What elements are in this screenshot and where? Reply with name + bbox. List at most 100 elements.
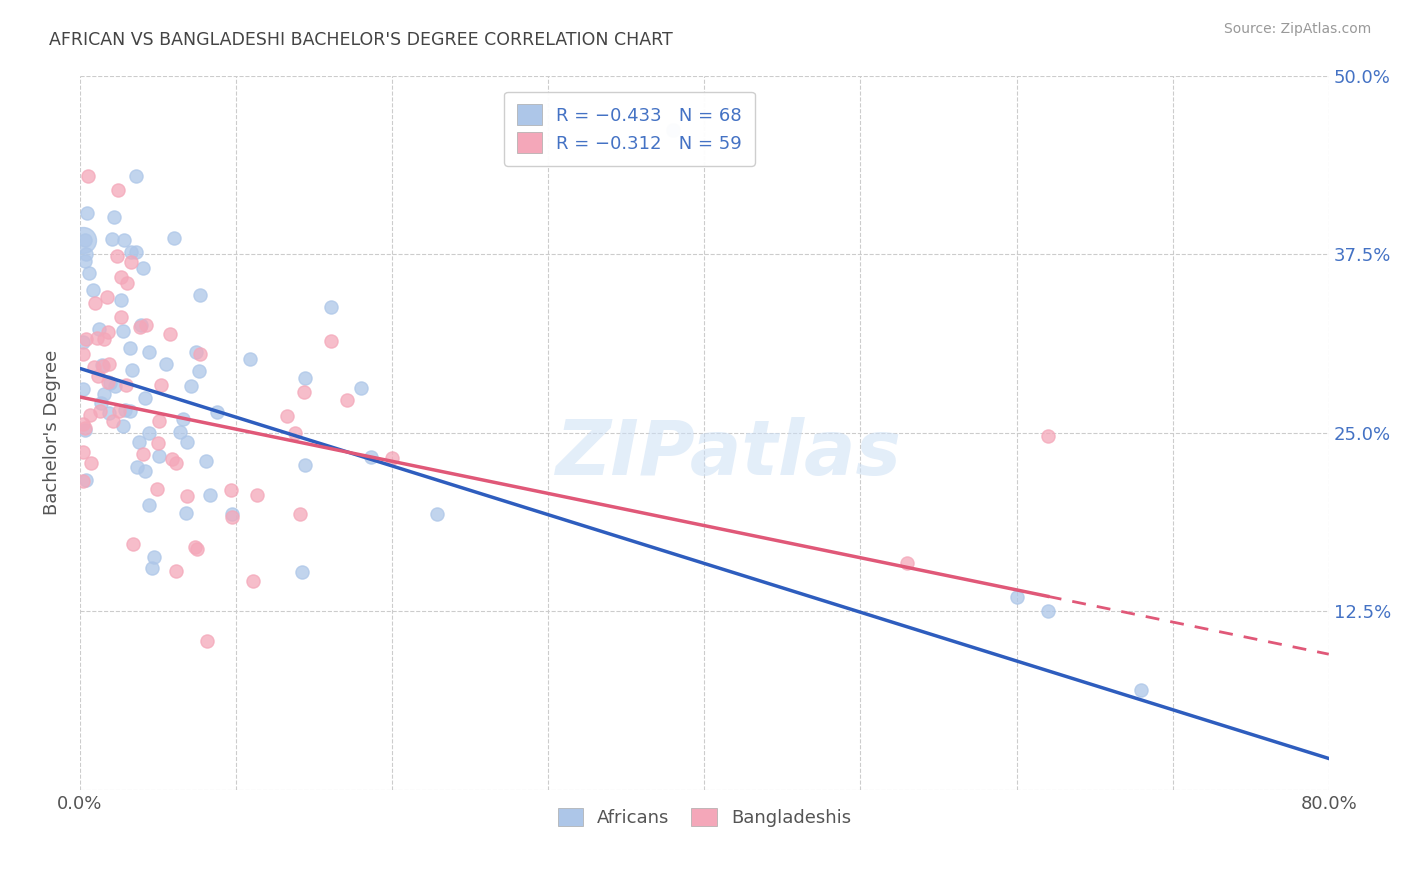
Point: [141, 561, 163, 575]
Point: [118, 341, 141, 355]
Point: [76, 169, 98, 183]
Point: [662, 123, 685, 137]
Point: [187, 364, 209, 378]
Point: [176, 434, 198, 449]
Point: [291, 565, 314, 579]
Point: [107, 249, 129, 263]
Point: [319, 334, 342, 349]
Point: [129, 318, 152, 333]
Point: [183, 540, 205, 554]
Point: [176, 506, 198, 520]
Point: [83, 295, 105, 310]
Point: [72, 475, 94, 489]
Point: [148, 449, 170, 463]
Point: [292, 384, 315, 399]
Point: [180, 379, 202, 393]
Point: [1130, 682, 1153, 697]
Point: [110, 310, 132, 324]
Point: [93, 332, 115, 346]
Point: [195, 633, 218, 648]
Point: [159, 326, 181, 341]
Point: [276, 409, 298, 423]
Point: [155, 358, 177, 372]
Point: [87, 322, 110, 336]
Point: [284, 426, 307, 441]
Point: [121, 363, 143, 377]
Text: ZIPatlas: ZIPatlas: [557, 417, 903, 491]
Point: [120, 404, 142, 418]
Point: [103, 210, 125, 224]
Point: [91, 359, 114, 373]
Point: [160, 452, 183, 467]
Point: [115, 377, 138, 392]
Point: [149, 377, 172, 392]
Point: [75, 247, 97, 261]
Point: [97, 376, 120, 390]
Point: [132, 446, 155, 460]
Point: [198, 488, 221, 502]
Point: [138, 344, 160, 359]
Point: [1005, 590, 1028, 604]
Point: [169, 425, 191, 439]
Point: [75, 332, 97, 346]
Point: [195, 454, 218, 468]
Point: [1036, 428, 1059, 442]
Point: [108, 404, 131, 418]
Point: [111, 324, 134, 338]
Point: [135, 318, 157, 332]
Point: [77, 266, 100, 280]
Point: [205, 405, 228, 419]
Point: [188, 346, 211, 360]
Point: [163, 231, 186, 245]
Point: [146, 482, 169, 496]
Point: [350, 381, 373, 395]
Point: [73, 254, 96, 268]
Point: [75, 473, 97, 487]
Point: [172, 412, 194, 426]
Point: [98, 357, 121, 371]
Point: [75, 421, 97, 435]
Point: [176, 489, 198, 503]
Point: [90, 396, 112, 410]
Point: [148, 414, 170, 428]
Point: [426, 508, 449, 522]
Point: [72, 445, 94, 459]
Point: [336, 393, 359, 408]
Point: [97, 325, 120, 339]
Point: [101, 414, 124, 428]
Point: [86, 331, 108, 345]
Point: [134, 464, 156, 478]
Point: [120, 244, 142, 259]
Point: [188, 288, 211, 302]
Point: [89, 403, 111, 417]
Point: [134, 391, 156, 405]
Point: [72, 347, 94, 361]
Point: [184, 345, 207, 359]
Point: [73, 233, 96, 247]
Point: [73, 423, 96, 437]
Point: [112, 418, 135, 433]
Point: [138, 498, 160, 512]
Point: [132, 260, 155, 275]
Point: [221, 509, 243, 524]
Point: [82, 283, 104, 297]
Point: [98, 406, 121, 420]
Point: [896, 556, 918, 570]
Point: [125, 169, 148, 184]
Point: [117, 276, 139, 290]
Point: [360, 450, 382, 465]
Point: [72, 233, 94, 247]
Point: [91, 359, 114, 374]
Point: [110, 269, 132, 284]
Point: [128, 320, 150, 334]
Point: [100, 232, 122, 246]
Point: [380, 450, 402, 465]
Point: [221, 507, 243, 521]
Point: [104, 379, 127, 393]
Point: [110, 293, 132, 308]
Point: [288, 507, 311, 521]
Point: [96, 290, 118, 304]
Point: [143, 549, 166, 564]
Point: [76, 206, 98, 220]
Point: [120, 255, 142, 269]
